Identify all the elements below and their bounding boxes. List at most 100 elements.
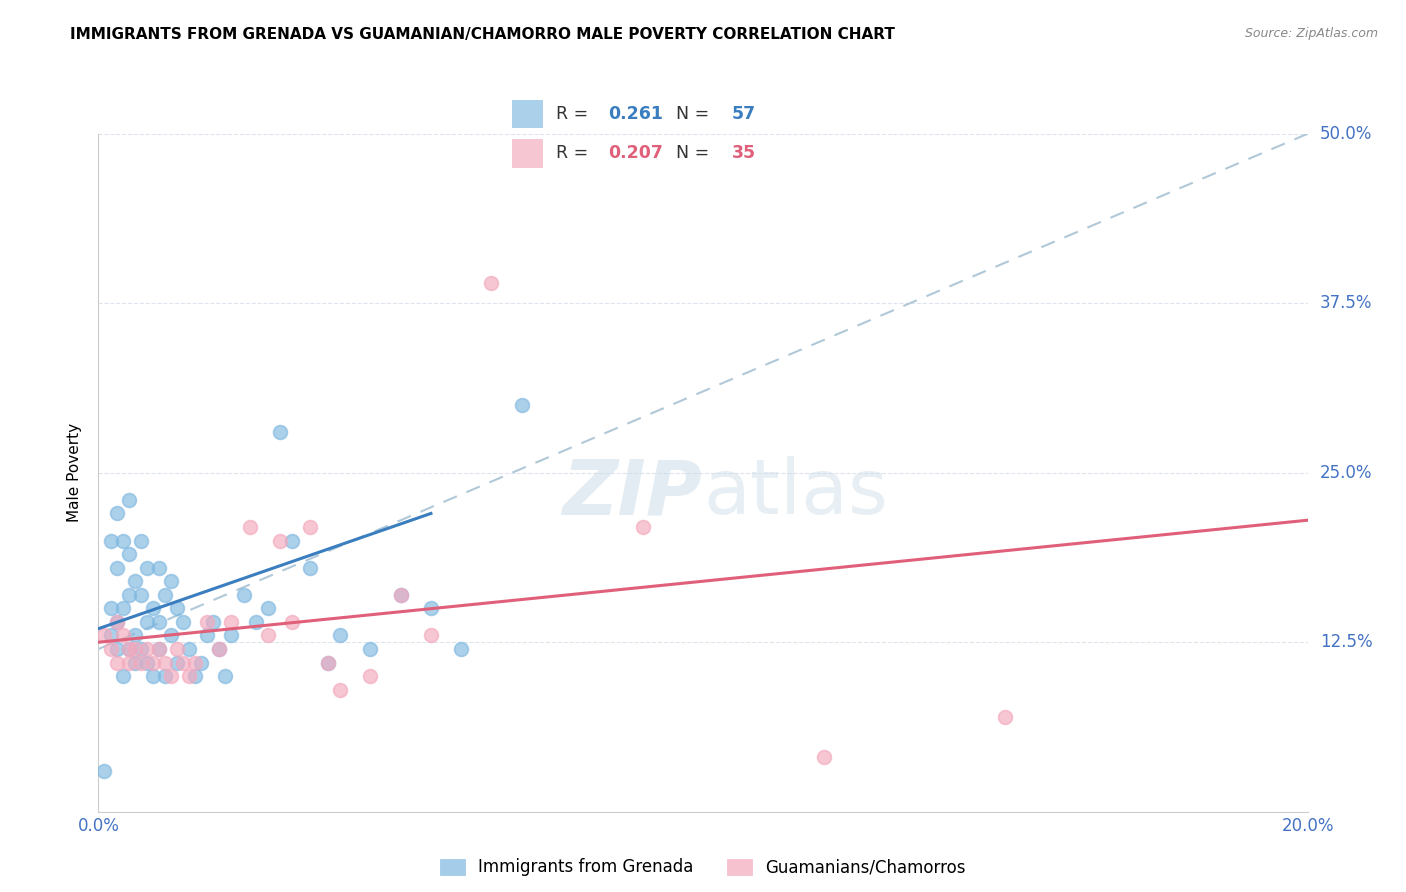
Point xyxy=(450,642,472,657)
Point xyxy=(105,507,128,521)
Point xyxy=(135,560,157,574)
Point xyxy=(135,656,157,670)
Text: 0.261: 0.261 xyxy=(609,105,664,123)
Legend: Immigrants from Grenada, Guamanians/Chamorros: Immigrants from Grenada, Guamanians/Cham… xyxy=(432,850,974,885)
Point xyxy=(105,642,128,657)
Text: 35: 35 xyxy=(733,145,756,162)
Point xyxy=(93,628,115,642)
Point xyxy=(195,628,218,642)
Point xyxy=(153,588,176,602)
FancyBboxPatch shape xyxy=(512,139,543,168)
Point xyxy=(129,533,152,548)
Text: 25.0%: 25.0% xyxy=(1320,464,1372,482)
Point xyxy=(105,656,128,670)
Y-axis label: Male Poverty: Male Poverty xyxy=(67,423,83,523)
Text: N =: N = xyxy=(676,105,716,123)
Text: 37.5%: 37.5% xyxy=(1320,294,1372,312)
Point xyxy=(118,642,141,657)
Point xyxy=(135,615,157,629)
Point xyxy=(239,520,262,534)
Point xyxy=(269,425,291,439)
Point xyxy=(160,628,183,642)
Point xyxy=(111,533,134,548)
Point xyxy=(166,642,188,657)
Point xyxy=(148,615,170,629)
Point xyxy=(190,656,212,670)
Point xyxy=(124,642,146,657)
Point xyxy=(195,615,218,629)
Text: ZIP: ZIP xyxy=(564,456,703,530)
Point xyxy=(153,656,176,670)
Point xyxy=(256,628,278,642)
Point xyxy=(148,642,170,657)
Point xyxy=(316,656,339,670)
Point xyxy=(316,656,339,670)
Point xyxy=(118,588,141,602)
Point xyxy=(481,276,503,290)
Point xyxy=(360,642,382,657)
Point xyxy=(111,628,134,642)
Point xyxy=(105,615,128,629)
Point xyxy=(172,615,194,629)
Point xyxy=(389,588,412,602)
Point xyxy=(221,615,243,629)
Point xyxy=(214,669,236,683)
Point xyxy=(118,642,141,657)
Point xyxy=(148,560,170,574)
Point xyxy=(118,656,141,670)
Point xyxy=(142,656,165,670)
Point xyxy=(510,398,533,412)
Point xyxy=(135,642,157,657)
Point xyxy=(142,669,165,683)
Point xyxy=(208,642,231,657)
Point xyxy=(184,669,207,683)
Point xyxy=(124,628,146,642)
Point xyxy=(202,615,225,629)
Point xyxy=(813,750,835,764)
Point xyxy=(631,520,654,534)
Point xyxy=(166,656,188,670)
Point xyxy=(160,669,183,683)
Point xyxy=(100,601,122,615)
Point xyxy=(148,642,170,657)
Point xyxy=(281,615,304,629)
Point xyxy=(419,628,441,642)
Point xyxy=(177,669,201,683)
Point xyxy=(419,601,441,615)
Point xyxy=(184,656,207,670)
Point xyxy=(111,669,134,683)
Point xyxy=(166,601,188,615)
Point xyxy=(329,682,352,697)
Point xyxy=(105,615,128,629)
Text: Source: ZipAtlas.com: Source: ZipAtlas.com xyxy=(1244,27,1378,40)
Point xyxy=(172,656,194,670)
Point xyxy=(256,601,278,615)
Point xyxy=(389,588,412,602)
Point xyxy=(93,764,115,778)
Point xyxy=(100,642,122,657)
Text: N =: N = xyxy=(676,145,716,162)
FancyBboxPatch shape xyxy=(512,100,543,128)
Point xyxy=(208,642,231,657)
Text: atlas: atlas xyxy=(703,456,887,530)
Text: IMMIGRANTS FROM GRENADA VS GUAMANIAN/CHAMORRO MALE POVERTY CORRELATION CHART: IMMIGRANTS FROM GRENADA VS GUAMANIAN/CHA… xyxy=(70,27,896,42)
Point xyxy=(177,642,201,657)
Point xyxy=(160,574,183,589)
Text: 12.5%: 12.5% xyxy=(1320,633,1372,651)
Point xyxy=(269,533,291,548)
Point xyxy=(142,601,165,615)
Point xyxy=(232,588,254,602)
Point xyxy=(360,669,382,683)
Text: 57: 57 xyxy=(733,105,756,123)
Point xyxy=(245,615,267,629)
Text: R =: R = xyxy=(555,145,593,162)
Point xyxy=(221,628,243,642)
Point xyxy=(329,628,352,642)
Point xyxy=(281,533,304,548)
Text: R =: R = xyxy=(555,105,593,123)
Point xyxy=(153,669,176,683)
Point xyxy=(129,642,152,657)
Point xyxy=(124,574,146,589)
Point xyxy=(994,710,1017,724)
Point xyxy=(118,547,141,561)
